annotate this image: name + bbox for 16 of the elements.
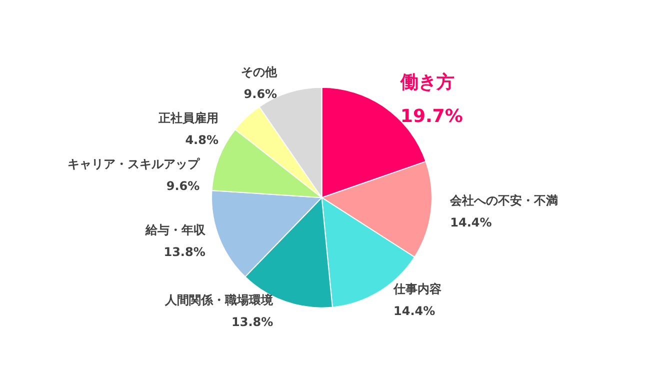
data-label: 4.8%: [185, 132, 218, 147]
data-label: 14.4%: [394, 304, 436, 318]
data-label: 9.6%: [166, 178, 200, 193]
slice-label: 人間関係・職場環境: [164, 293, 274, 308]
data-label: 9.6%: [244, 86, 278, 101]
slice-label: 仕事内容: [392, 282, 442, 296]
slice-label: 働き方: [399, 72, 454, 94]
slice-label: 会社への不安・不満: [449, 194, 558, 208]
slice-label: 給与・年収: [144, 222, 206, 237]
data-label: 13.8%: [232, 315, 274, 330]
slice-label: キャリア・スキルアップ: [68, 156, 201, 171]
slice-label: その他: [241, 64, 278, 79]
data-label: 14.4%: [450, 216, 492, 230]
slice-label: 正社員雇用: [157, 110, 218, 125]
data-label: 19.7%: [400, 106, 463, 128]
data-label: 13.8%: [164, 244, 206, 259]
